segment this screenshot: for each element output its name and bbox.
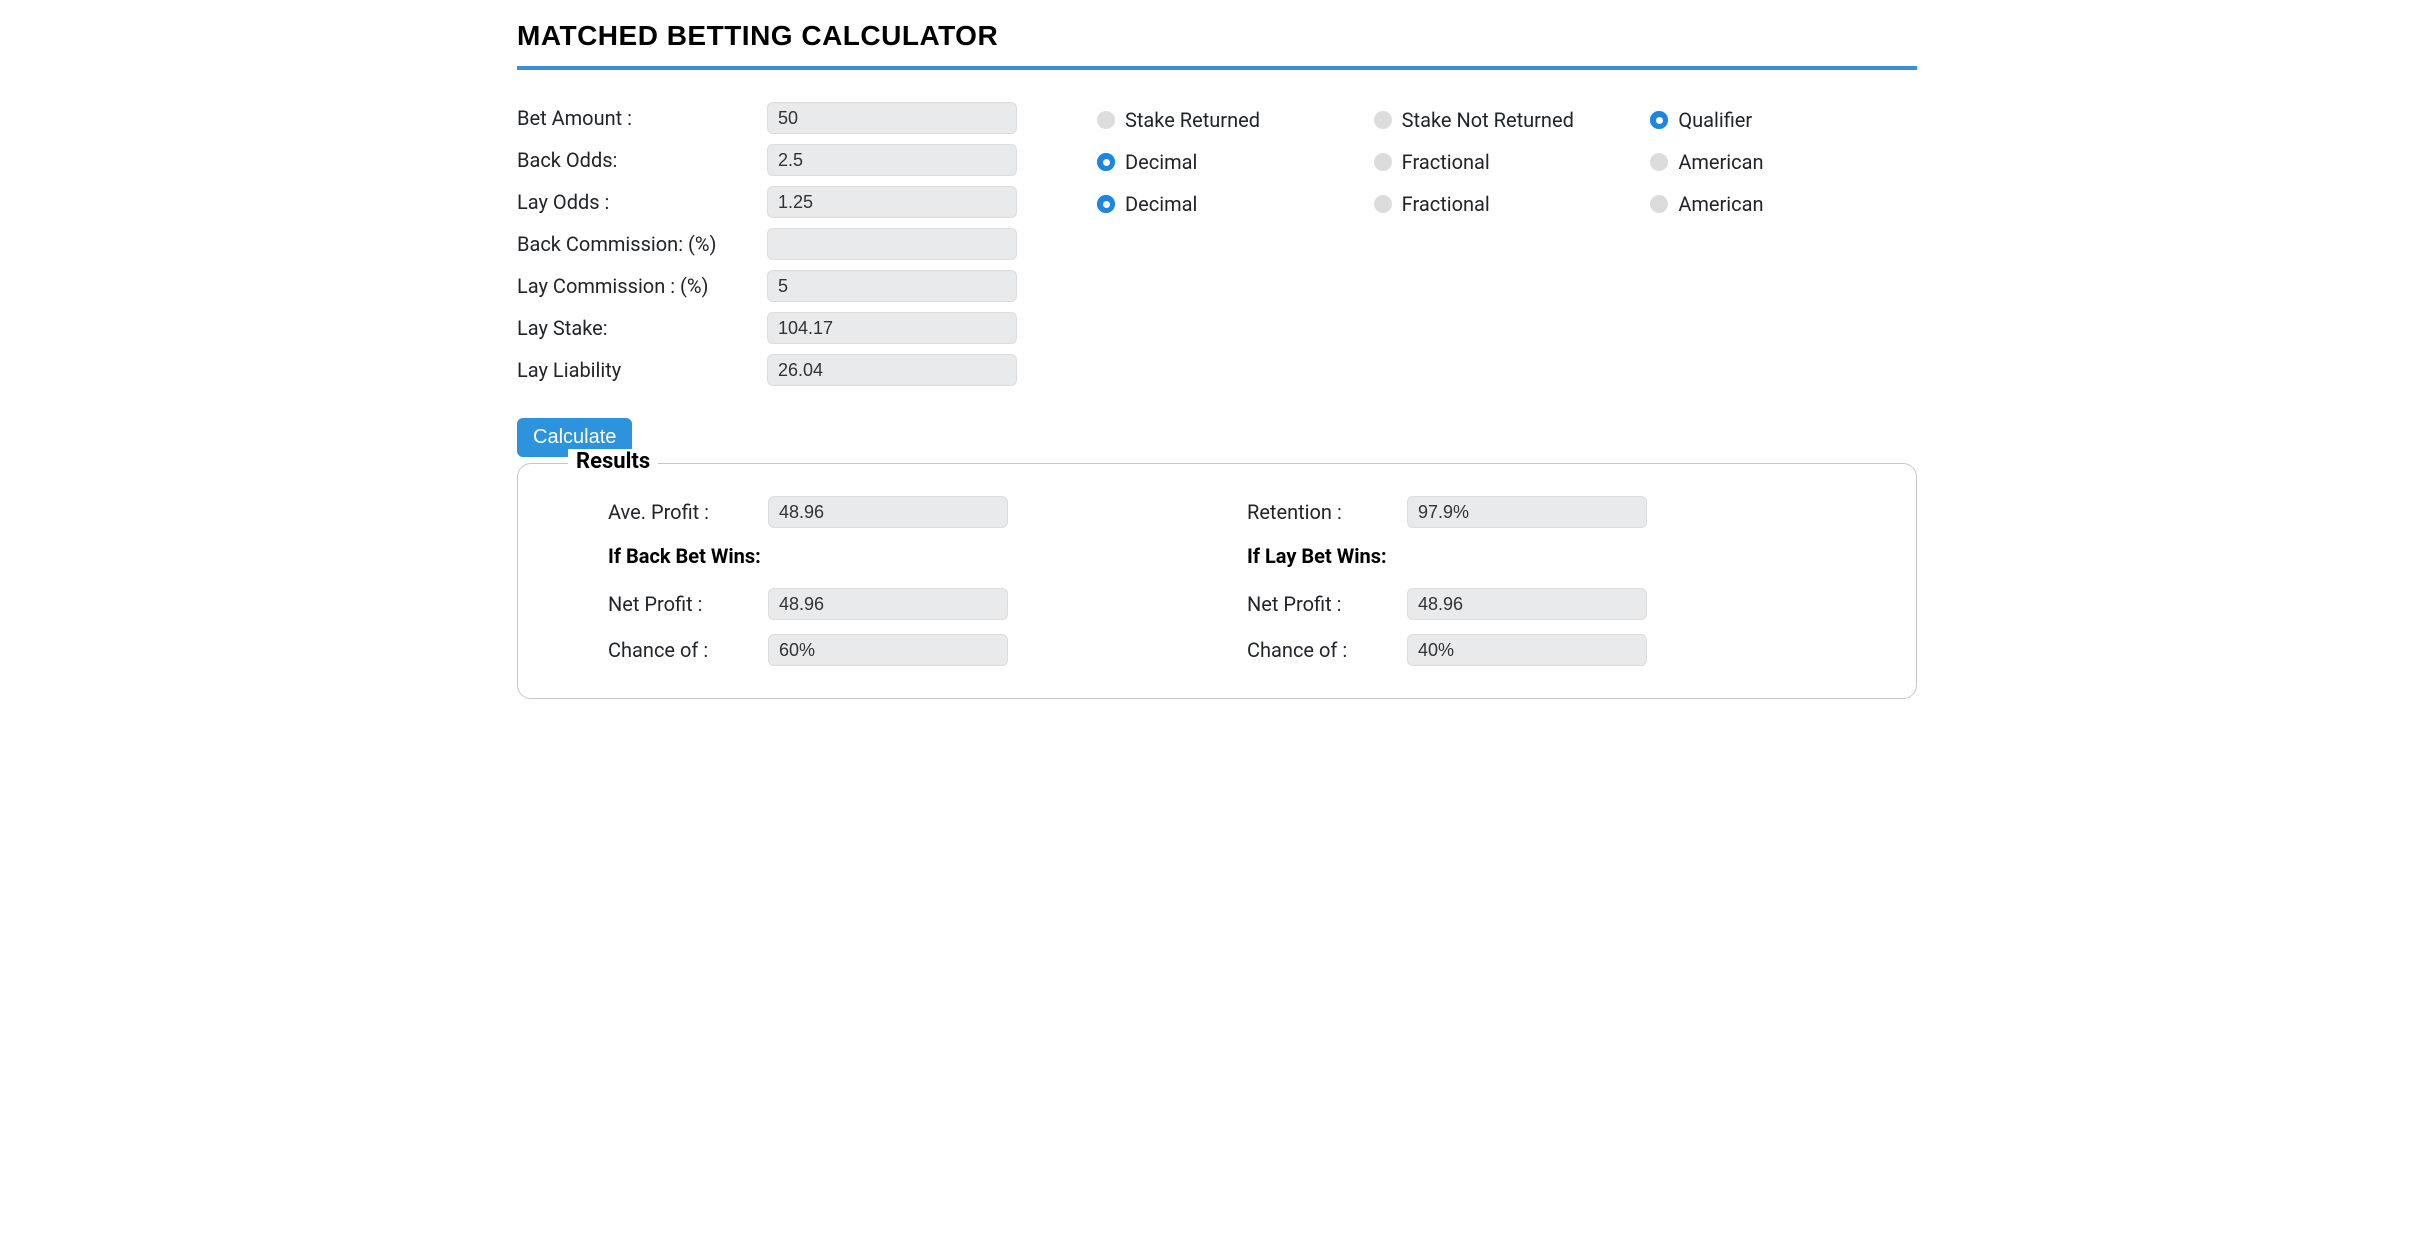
lay-net-profit-value — [1407, 588, 1647, 620]
lay-odds-format-group-option[interactable]: Fractional — [1374, 192, 1641, 216]
radio-icon — [1097, 111, 1115, 129]
lay-net-profit-label: Net Profit : — [1247, 592, 1407, 616]
radio-label: Stake Not Returned — [1402, 108, 1574, 132]
back-odds-input[interactable] — [767, 144, 1017, 176]
back-net-profit-value — [768, 588, 1008, 620]
radio-icon — [1097, 195, 1115, 213]
lay-liability-label: Lay Liability — [517, 358, 767, 382]
back-chance-label: Chance of : — [608, 638, 768, 662]
radio-icon — [1374, 195, 1392, 213]
bet-type-group-option[interactable]: Qualifier — [1650, 108, 1917, 132]
lay-odds-format-group: Decimal Fractional American — [1097, 186, 1917, 222]
back-chance-value — [768, 634, 1008, 666]
bet-form: Bet Amount : Back Odds: Lay Odds : Back … — [517, 100, 1047, 388]
retention-value — [1407, 496, 1647, 528]
ave-profit-label: Ave. Profit : — [608, 500, 768, 524]
radio-icon — [1374, 111, 1392, 129]
radio-label: Decimal — [1125, 192, 1197, 216]
lay-commission-input[interactable] — [767, 270, 1017, 302]
back-odds-format-group: Decimal Fractional American — [1097, 144, 1917, 180]
radio-groups: Stake Returned Stake Not Returned Qualifie… — [1097, 100, 1917, 388]
radio-label: American — [1678, 192, 1763, 216]
retention-label: Retention : — [1247, 500, 1407, 524]
lay-chance-label: Chance of : — [1247, 638, 1407, 662]
lay-odds-format-group-option[interactable]: American — [1650, 192, 1917, 216]
results-left-column: Ave. Profit : If Back Bet Wins: Net Prof… — [608, 494, 1187, 668]
back-odds-label: Back Odds: — [517, 148, 767, 172]
radio-label: American — [1678, 150, 1763, 174]
radio-label: Stake Returned — [1125, 108, 1260, 132]
radio-icon — [1650, 153, 1668, 171]
back-odds-format-group-option[interactable]: Decimal — [1097, 150, 1364, 174]
lay-stake-label: Lay Stake: — [517, 316, 767, 340]
back-odds-format-group-option[interactable]: American — [1650, 150, 1917, 174]
back-wins-heading: If Back Bet Wins: — [608, 544, 1187, 568]
radio-icon — [1097, 153, 1115, 171]
radio-icon — [1650, 111, 1668, 129]
lay-commission-label: Lay Commission : (%) — [517, 274, 767, 298]
page-title: MATCHED BETTING CALCULATOR — [517, 20, 1917, 70]
lay-chance-value — [1407, 634, 1647, 666]
radio-label: Qualifier — [1678, 108, 1752, 132]
lay-odds-input[interactable] — [767, 186, 1017, 218]
radio-label: Decimal — [1125, 150, 1197, 174]
radio-icon — [1650, 195, 1668, 213]
lay-odds-label: Lay Odds : — [517, 190, 767, 214]
back-odds-format-group-option[interactable]: Fractional — [1374, 150, 1641, 174]
bet-amount-input[interactable] — [767, 102, 1017, 134]
lay-stake-input[interactable] — [767, 312, 1017, 344]
ave-profit-value — [768, 496, 1008, 528]
results-right-column: Retention : If Lay Bet Wins: Net Profit … — [1247, 494, 1826, 668]
back-net-profit-label: Net Profit : — [608, 592, 768, 616]
back-commission-label: Back Commission: (%) — [517, 232, 767, 256]
bet-amount-label: Bet Amount : — [517, 106, 767, 130]
lay-odds-format-group-option[interactable]: Decimal — [1097, 192, 1364, 216]
radio-label: Fractional — [1402, 192, 1490, 216]
radio-label: Fractional — [1402, 150, 1490, 174]
back-commission-input[interactable] — [767, 228, 1017, 260]
bet-type-group-option[interactable]: Stake Returned — [1097, 108, 1364, 132]
lay-liability-input[interactable] — [767, 354, 1017, 386]
bet-type-group: Stake Returned Stake Not Returned Qualifie… — [1097, 102, 1917, 138]
results-legend: Results — [568, 449, 658, 474]
radio-icon — [1374, 153, 1392, 171]
bet-type-group-option[interactable]: Stake Not Returned — [1374, 108, 1641, 132]
results-panel: Results Ave. Profit : If Back Bet Wins: … — [517, 463, 1917, 699]
lay-wins-heading: If Lay Bet Wins: — [1247, 544, 1826, 568]
